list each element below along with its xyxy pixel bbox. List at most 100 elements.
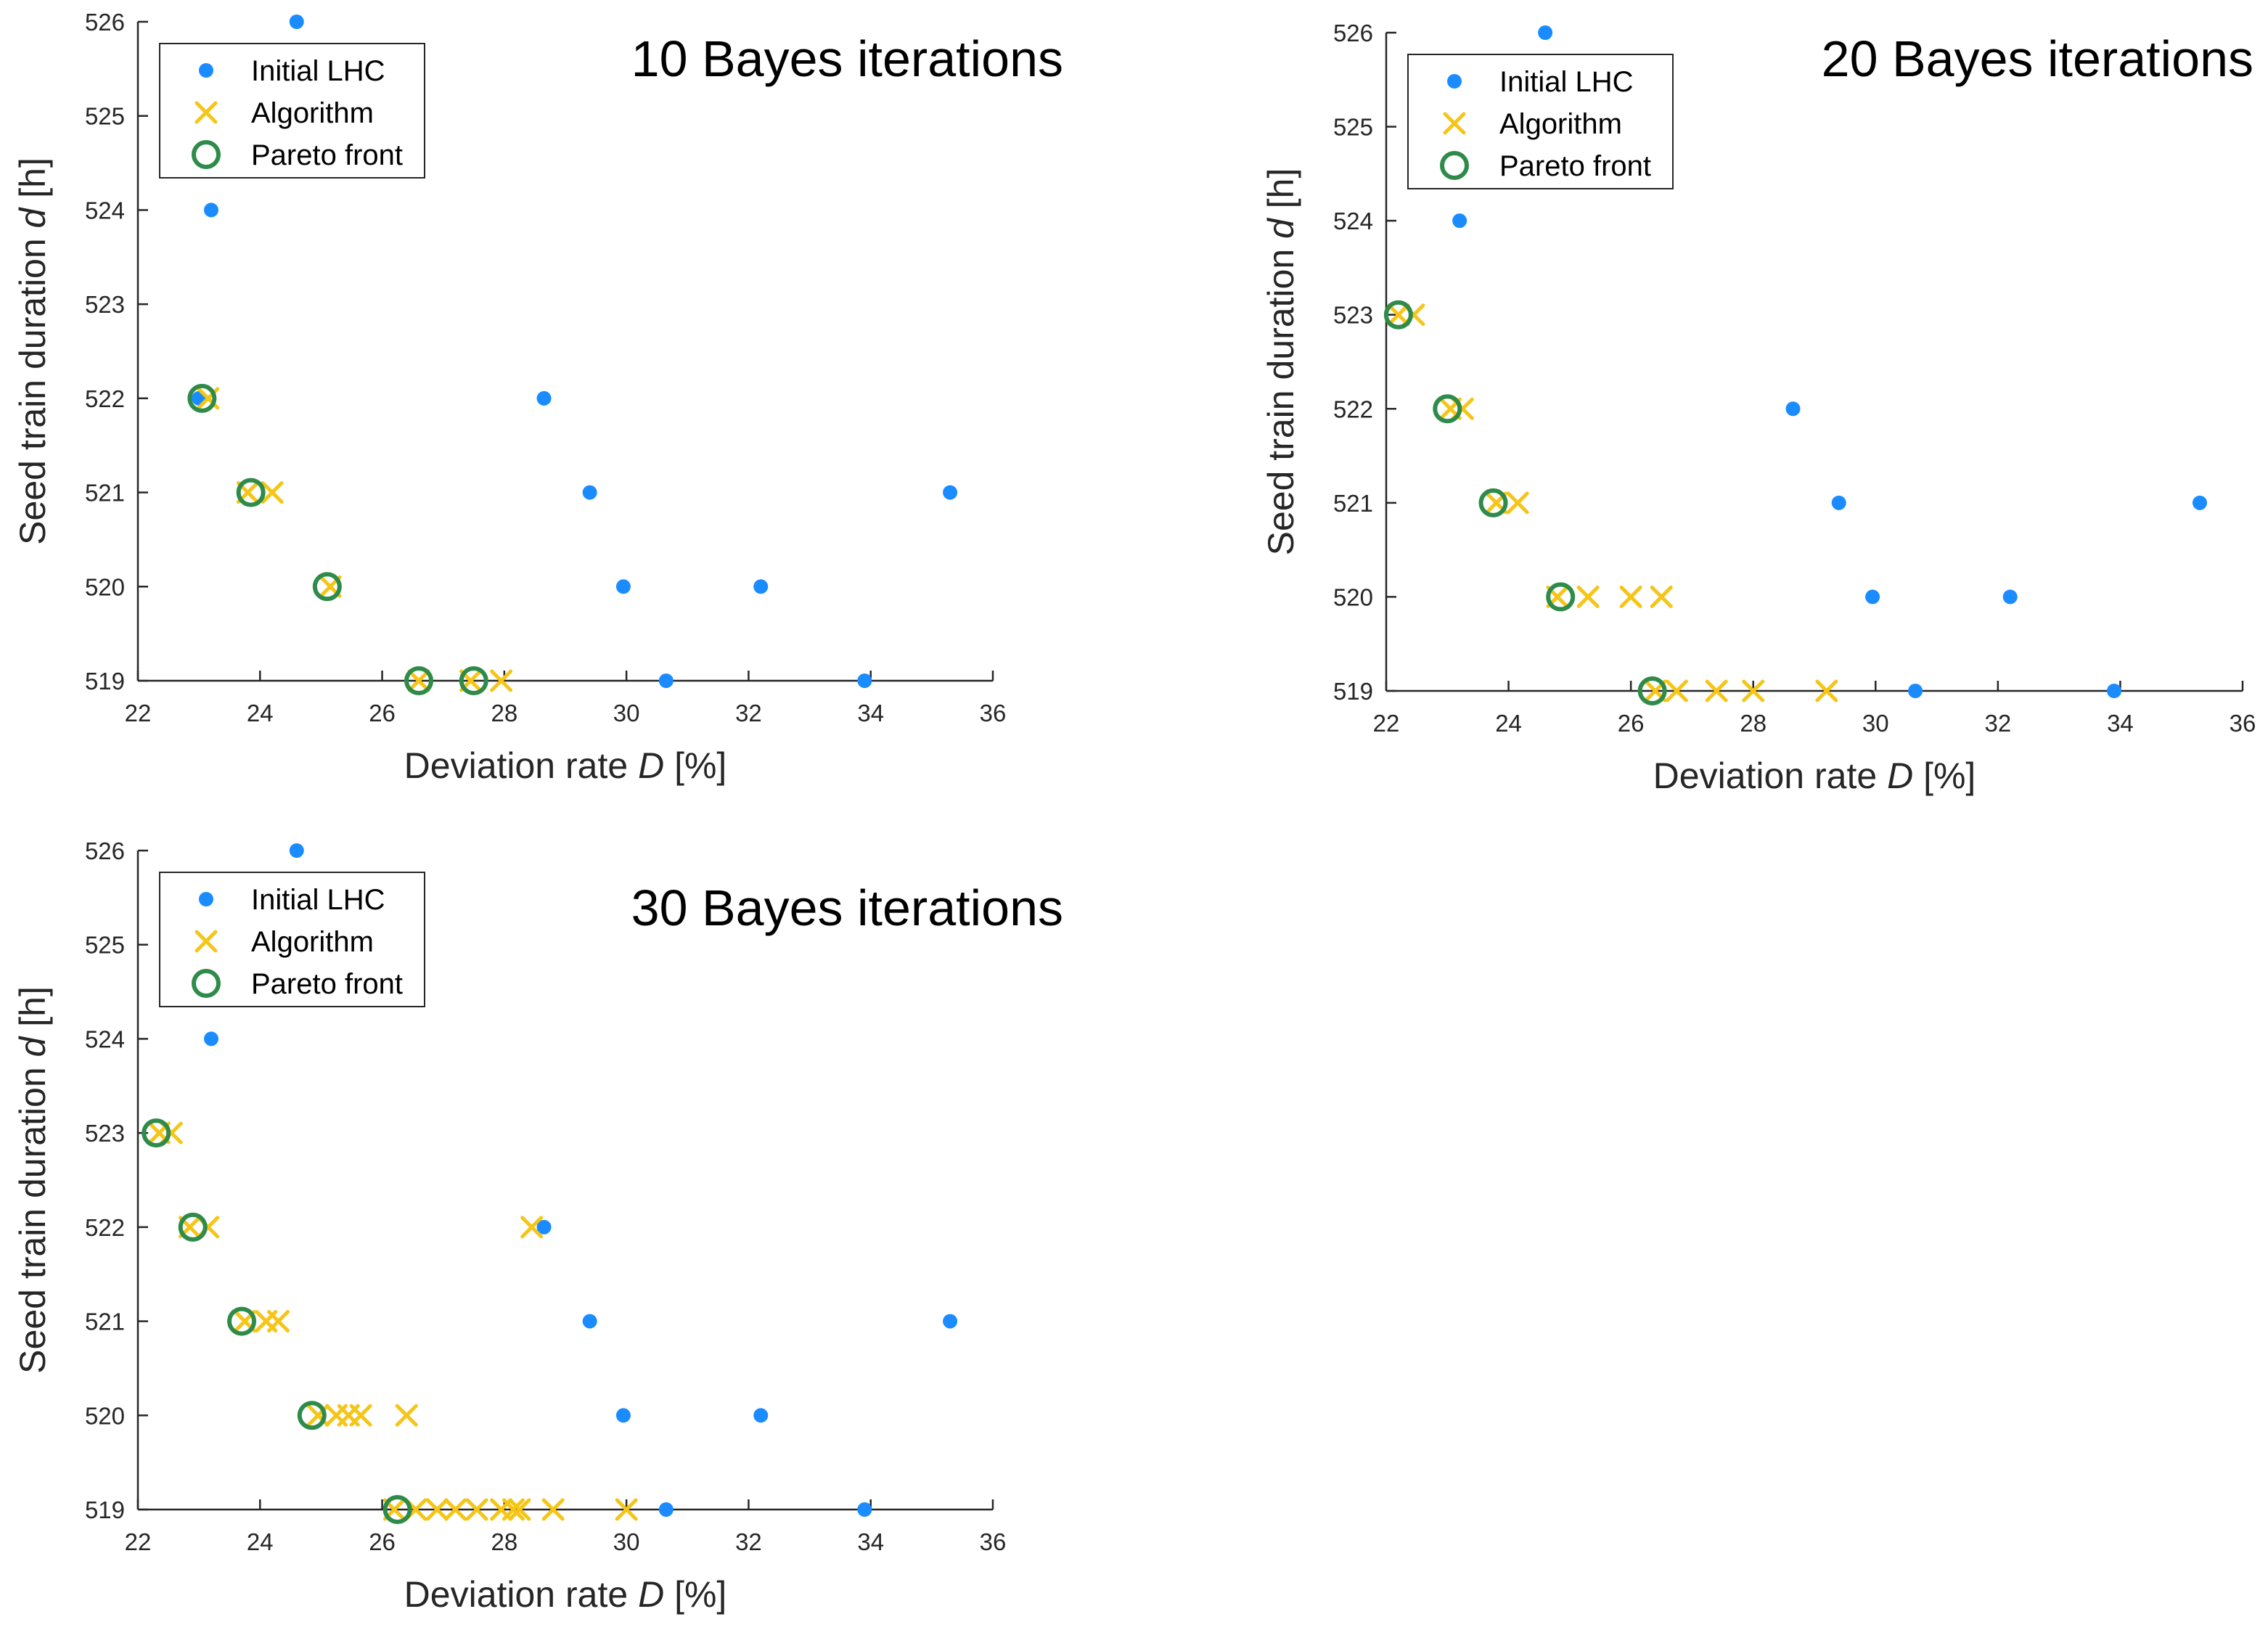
legend-label: Pareto front: [1499, 150, 1651, 182]
x-tick-label: 26: [1618, 710, 1645, 737]
algorithm-point: [465, 1498, 488, 1521]
y-axis-label-text: Seed train duration: [12, 228, 53, 544]
y-tick-label: 520: [1333, 583, 1373, 610]
algorithm-point: [1665, 679, 1688, 703]
panel-3: 22 24 26 28 30 32 34 36 519 520 521 522 523 524 525 526…: [12, 837, 1063, 1615]
initial-lhc-point: [582, 1314, 597, 1329]
y-tick-label: 524: [85, 1025, 125, 1052]
y-tick-label: 519: [85, 1496, 125, 1523]
x-tick-label: 32: [735, 1528, 762, 1555]
y-tick-label: 526: [85, 9, 125, 36]
pareto-front-point: [297, 1401, 327, 1430]
y-axis-label: Seed train duration d [h]: [1261, 168, 1301, 556]
x-tick-label: 34: [2107, 710, 2134, 737]
legend-marker: [195, 101, 218, 124]
x-axis-label-unit: [%]: [664, 1574, 726, 1615]
y-axis-label-unit: [h]: [12, 986, 53, 1036]
x-tick-label: 24: [247, 700, 274, 726]
y-tick-label: 521: [1333, 490, 1373, 517]
series-x: [197, 387, 513, 692]
pareto-front-point: [382, 1495, 412, 1524]
x-axis-label: Deviation rate D [%]: [404, 745, 727, 786]
series-circle: [187, 383, 488, 695]
legend-marker: [192, 969, 221, 998]
initial-lhc-point: [536, 1219, 552, 1234]
initial-lhc-point: [2002, 589, 2018, 605]
algorithm-point: [541, 1498, 565, 1521]
y-tick-label: 520: [85, 1402, 125, 1429]
y-axis-label-unit: [h]: [1261, 168, 1301, 218]
initial-lhc-point: [1908, 684, 1923, 698]
y-tick-label: 523: [85, 291, 125, 318]
panel-title: 20 Bayes iterations: [1822, 30, 2253, 87]
y-tick-label: 519: [1333, 678, 1373, 705]
initial-lhc-point: [857, 1502, 872, 1517]
pareto-front-point: [236, 478, 266, 507]
algorithm-point: [1815, 679, 1838, 703]
algorithm-point: [261, 481, 284, 504]
initial-lhc-point: [289, 15, 304, 29]
series-dot: [1452, 25, 2207, 698]
x-tick-label: 36: [980, 700, 1007, 726]
legend-label: Initial LHC: [251, 884, 385, 916]
x-tick-label: 30: [613, 1528, 640, 1555]
algorithm-point: [1576, 585, 1600, 608]
legend-label: Algorithm: [1499, 108, 1622, 140]
x-axis-label-symbol: D: [1887, 755, 1913, 796]
y-tick-label: 522: [85, 385, 125, 412]
x-tick-label: 22: [1373, 710, 1400, 737]
y-axis-label-symbol: d: [1261, 217, 1301, 239]
y-tick-label: 521: [85, 480, 125, 507]
initial-lhc-point: [1538, 25, 1553, 40]
x-tick-label: 26: [369, 1528, 396, 1555]
legend-label: Initial LHC: [1499, 66, 1634, 98]
series-dot: [203, 843, 958, 1517]
x-tick-label: 34: [857, 700, 884, 726]
initial-lhc-point: [1865, 589, 1880, 605]
initial-lhc-point: [658, 1502, 674, 1517]
initial-lhc-point: [753, 1408, 769, 1423]
y-tick-label: 525: [1333, 114, 1373, 141]
y-axis-label-symbol: d: [12, 1035, 53, 1057]
initial-lhc-point: [943, 1314, 958, 1329]
initial-lhc-point: [753, 579, 769, 594]
x-tick-label: 24: [247, 1528, 274, 1555]
legend-marker: [1440, 151, 1469, 180]
pareto-front-point: [187, 383, 217, 413]
y-axis-label-unit: [h]: [12, 157, 53, 208]
pareto-front-point: [1433, 394, 1462, 424]
initial-lhc-point: [857, 673, 872, 688]
x-axis-label-unit: [%]: [1913, 755, 1976, 796]
initial-lhc-point: [2107, 684, 2121, 698]
y-tick-label: 525: [85, 932, 125, 959]
y-tick-label: 519: [85, 668, 125, 695]
y-tick-label: 521: [85, 1308, 125, 1335]
y-tick-label: 523: [1333, 302, 1373, 329]
x-axis-label-unit: [%]: [664, 745, 726, 786]
x-tick-label: 22: [125, 1528, 152, 1555]
pareto-front-point: [312, 572, 342, 602]
y-tick-label: 525: [85, 103, 125, 130]
algorithm-point: [1387, 303, 1410, 327]
legend-marker: [199, 892, 213, 906]
y-axis-label-text: Seed train duration: [1261, 239, 1301, 555]
initial-lhc-point: [2193, 495, 2207, 510]
y-tick-label: 520: [85, 573, 125, 600]
x-axis-label-text: Deviation rate: [1653, 755, 1887, 796]
y-tick-label: 524: [85, 197, 125, 224]
series-x: [147, 1121, 638, 1521]
x-axis-label-text: Deviation rate: [404, 1574, 638, 1615]
initial-lhc-point: [1831, 495, 1846, 510]
series-circle: [1383, 300, 1667, 705]
initial-lhc-point: [203, 1031, 218, 1047]
legend-label: Pareto front: [251, 968, 403, 1000]
x-tick-label: 32: [1984, 710, 2011, 737]
algorithm-point: [407, 669, 430, 692]
x-axis-label-symbol: D: [638, 745, 664, 786]
x-tick-label: 36: [980, 1528, 1007, 1555]
algorithm-point: [444, 1498, 467, 1521]
initial-lhc-point: [615, 1408, 631, 1423]
series-x: [1387, 303, 1838, 703]
legend-label: Initial LHC: [251, 55, 385, 87]
